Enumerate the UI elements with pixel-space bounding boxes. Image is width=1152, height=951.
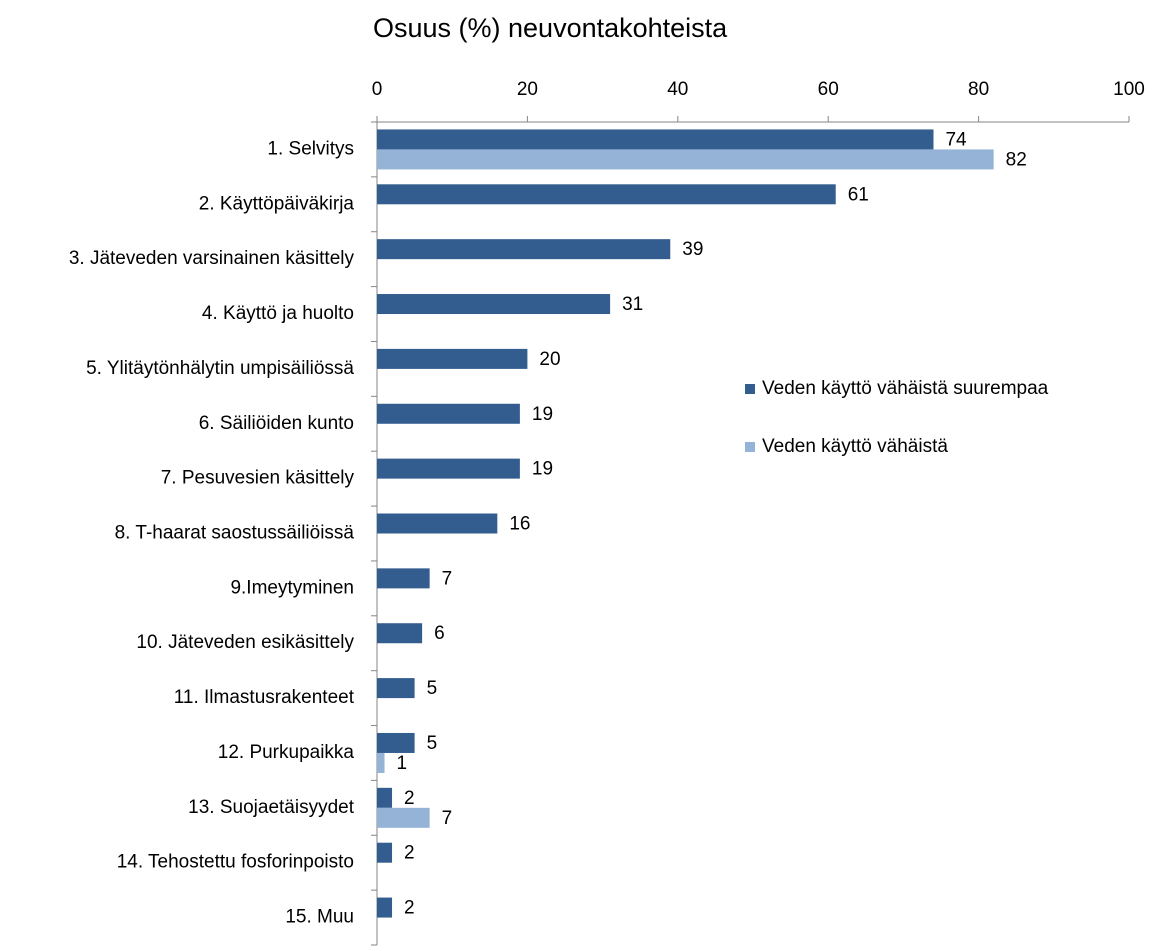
data-label: 19	[532, 459, 553, 480]
bar	[377, 294, 611, 315]
bar	[377, 623, 423, 644]
y-tick-label: 15. Muu	[285, 907, 354, 928]
y-tick-label: 14. Tehostettu fosforinpoisto	[117, 852, 354, 873]
legend-swatch	[745, 384, 755, 394]
chart-title: Osuus (%) neuvontakohteista	[373, 13, 728, 43]
y-tick-label: 4. Käyttö ja huolto	[202, 303, 354, 324]
y-tick-label: 9.Imeytyminen	[230, 577, 354, 598]
bar	[377, 678, 415, 699]
y-tick-label: 10. Jäteveden esikäsittely	[136, 632, 354, 653]
data-label: 74	[945, 129, 967, 150]
y-tick-label: 12. Purkupaikka	[218, 742, 355, 763]
x-tick-label: 80	[968, 79, 989, 100]
bar	[377, 732, 415, 753]
x-tick-label: 0	[372, 79, 383, 100]
bar	[377, 513, 498, 534]
data-label: 20	[539, 349, 560, 370]
legend-swatch	[745, 442, 755, 452]
legend-label: Veden käyttö vähäistä suurempaa	[762, 378, 1049, 399]
y-tick-label: 2. Käyttöpäiväkirja	[199, 193, 355, 214]
data-label: 2	[404, 898, 415, 919]
y-tick-label: 1. Selvitys	[267, 138, 354, 159]
bar	[377, 458, 520, 479]
x-tick-label: 40	[667, 79, 688, 100]
x-tick-label: 60	[818, 79, 839, 100]
bar	[377, 129, 934, 150]
bar	[377, 149, 994, 170]
legend-label: Veden käyttö vähäistä	[762, 436, 948, 457]
data-label: 31	[622, 294, 643, 315]
y-tick-label: 7. Pesuvesien käsittely	[161, 468, 355, 489]
bar	[377, 184, 836, 205]
bar	[377, 568, 430, 589]
data-label: 1	[397, 753, 408, 774]
y-tick-label: 3. Jäteveden varsinainen käsittely	[69, 248, 355, 269]
bar	[377, 403, 520, 424]
bar	[377, 807, 430, 828]
bar	[377, 842, 393, 863]
y-tick-label: 6. Säiliöiden kunto	[199, 413, 354, 434]
data-label: 7	[442, 568, 453, 589]
data-label: 82	[1006, 149, 1027, 170]
y-tick-label: 11. Ilmastusrakenteet	[174, 687, 355, 708]
y-tick-label: 13. Suojaetäisyydet	[188, 797, 355, 818]
data-label: 16	[509, 514, 530, 535]
bar	[377, 239, 671, 260]
y-tick-label: 5. Ylitäytönhälytin umpisäiliössä	[86, 358, 354, 379]
bar	[377, 787, 393, 808]
data-label: 7	[442, 808, 453, 829]
data-label: 6	[434, 623, 445, 644]
data-label: 2	[404, 843, 415, 864]
bar	[377, 348, 528, 369]
data-label: 61	[848, 184, 869, 205]
data-label: 39	[682, 239, 703, 260]
x-tick-label: 20	[517, 79, 538, 100]
data-label: 2	[404, 788, 415, 809]
x-tick-label: 100	[1113, 79, 1145, 100]
data-label: 5	[427, 678, 438, 699]
bar	[377, 897, 393, 918]
data-label: 5	[427, 733, 438, 754]
y-tick-label: 8. T-haarat saostussäiliöissä	[115, 523, 355, 544]
bar	[377, 752, 385, 773]
data-label: 19	[532, 404, 553, 425]
